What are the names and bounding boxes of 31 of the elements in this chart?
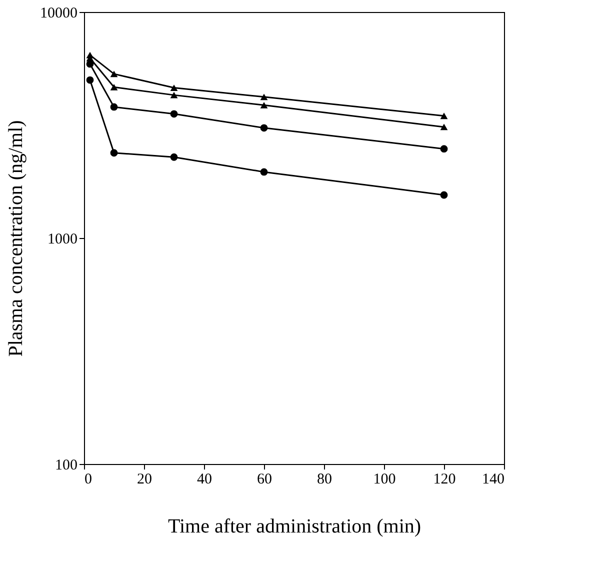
x-tick-label: 100 [373,472,396,488]
point [260,124,268,132]
point [110,149,118,157]
y-axis-title: Plasma concentration (ng/ml) [5,120,27,357]
point [110,84,118,90]
point [110,103,118,111]
point [110,70,118,78]
x-axis-title: Time after administration (min) [168,516,422,538]
point [440,124,448,130]
point [440,112,448,120]
y-tick-label: 10000 [40,6,78,22]
x-tick-label: 40 [197,472,212,488]
point [170,110,178,118]
x-tick-label: 140 [482,472,504,488]
point [170,92,178,98]
x-tick-label: 20 [137,472,152,488]
x-tick-label: 60 [257,472,272,488]
point [260,102,268,108]
point [440,191,448,199]
x-tick-label: 120 [433,472,456,488]
point [260,168,268,176]
x-tick-label: 80 [317,472,332,488]
point [170,84,178,91]
point [170,153,178,161]
point [86,76,94,84]
point [440,145,448,153]
point [86,60,94,68]
point [260,94,268,100]
y-tick-label: 100 [55,458,78,474]
y-tick-label: 1000 [48,232,78,248]
x-tick-label: 0 [84,472,92,488]
